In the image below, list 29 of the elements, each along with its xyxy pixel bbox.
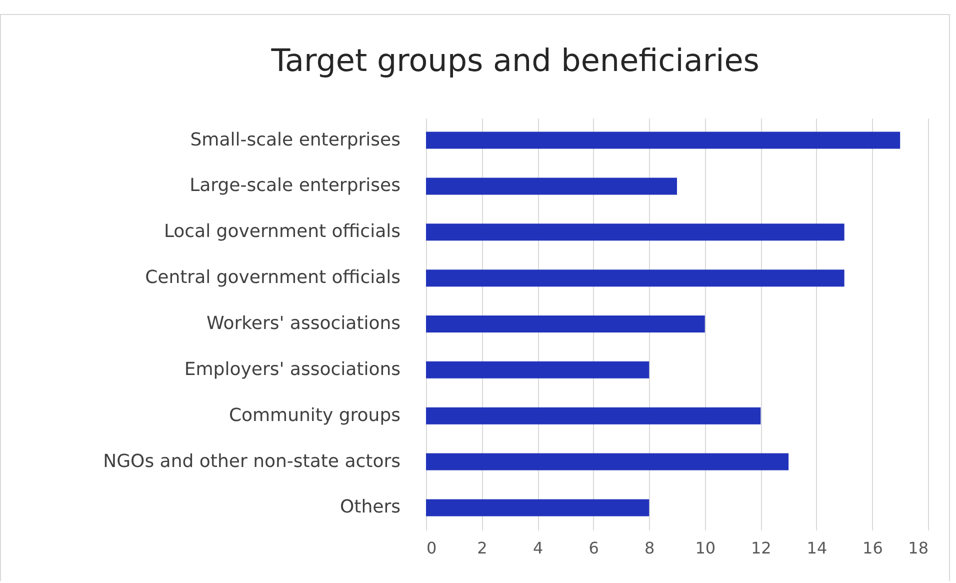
x-tick-label: 10 (695, 538, 716, 558)
y-tick-label: Local government officials (164, 221, 400, 242)
x-tick-label: 18 (908, 538, 928, 558)
bar (426, 453, 789, 470)
y-tick-label: Large-scale enterprises (190, 175, 400, 196)
y-tick-label: Small-scale enterprises (190, 129, 400, 150)
x-tick-label: 4 (532, 538, 544, 558)
bar (426, 499, 650, 516)
bar (426, 270, 844, 287)
bar (426, 224, 844, 241)
bar (426, 316, 705, 332)
y-tick-label: Workers' associations (206, 313, 400, 334)
chart-title: Target groups and beneficiaries (270, 43, 760, 79)
x-tick-label: 12 (750, 538, 772, 558)
x-tick-label: 0 (426, 538, 437, 558)
x-tick-label: 8 (644, 538, 655, 558)
y-tick-label: Central government officials (145, 267, 400, 288)
bar (426, 361, 650, 378)
x-tick-label: 14 (806, 538, 828, 558)
x-tick-label: 2 (477, 538, 488, 558)
y-tick-label: Employers' associations (184, 358, 400, 380)
y-tick-label: Community groups (228, 404, 400, 426)
y-tick-label: NGOs and other non-state actors (103, 450, 400, 472)
bar (426, 407, 761, 424)
x-tick-label: 6 (588, 538, 599, 558)
x-tick-label: 16 (862, 538, 883, 558)
bar (426, 178, 677, 195)
y-tick-label: Others (340, 496, 400, 518)
bar (426, 132, 900, 149)
